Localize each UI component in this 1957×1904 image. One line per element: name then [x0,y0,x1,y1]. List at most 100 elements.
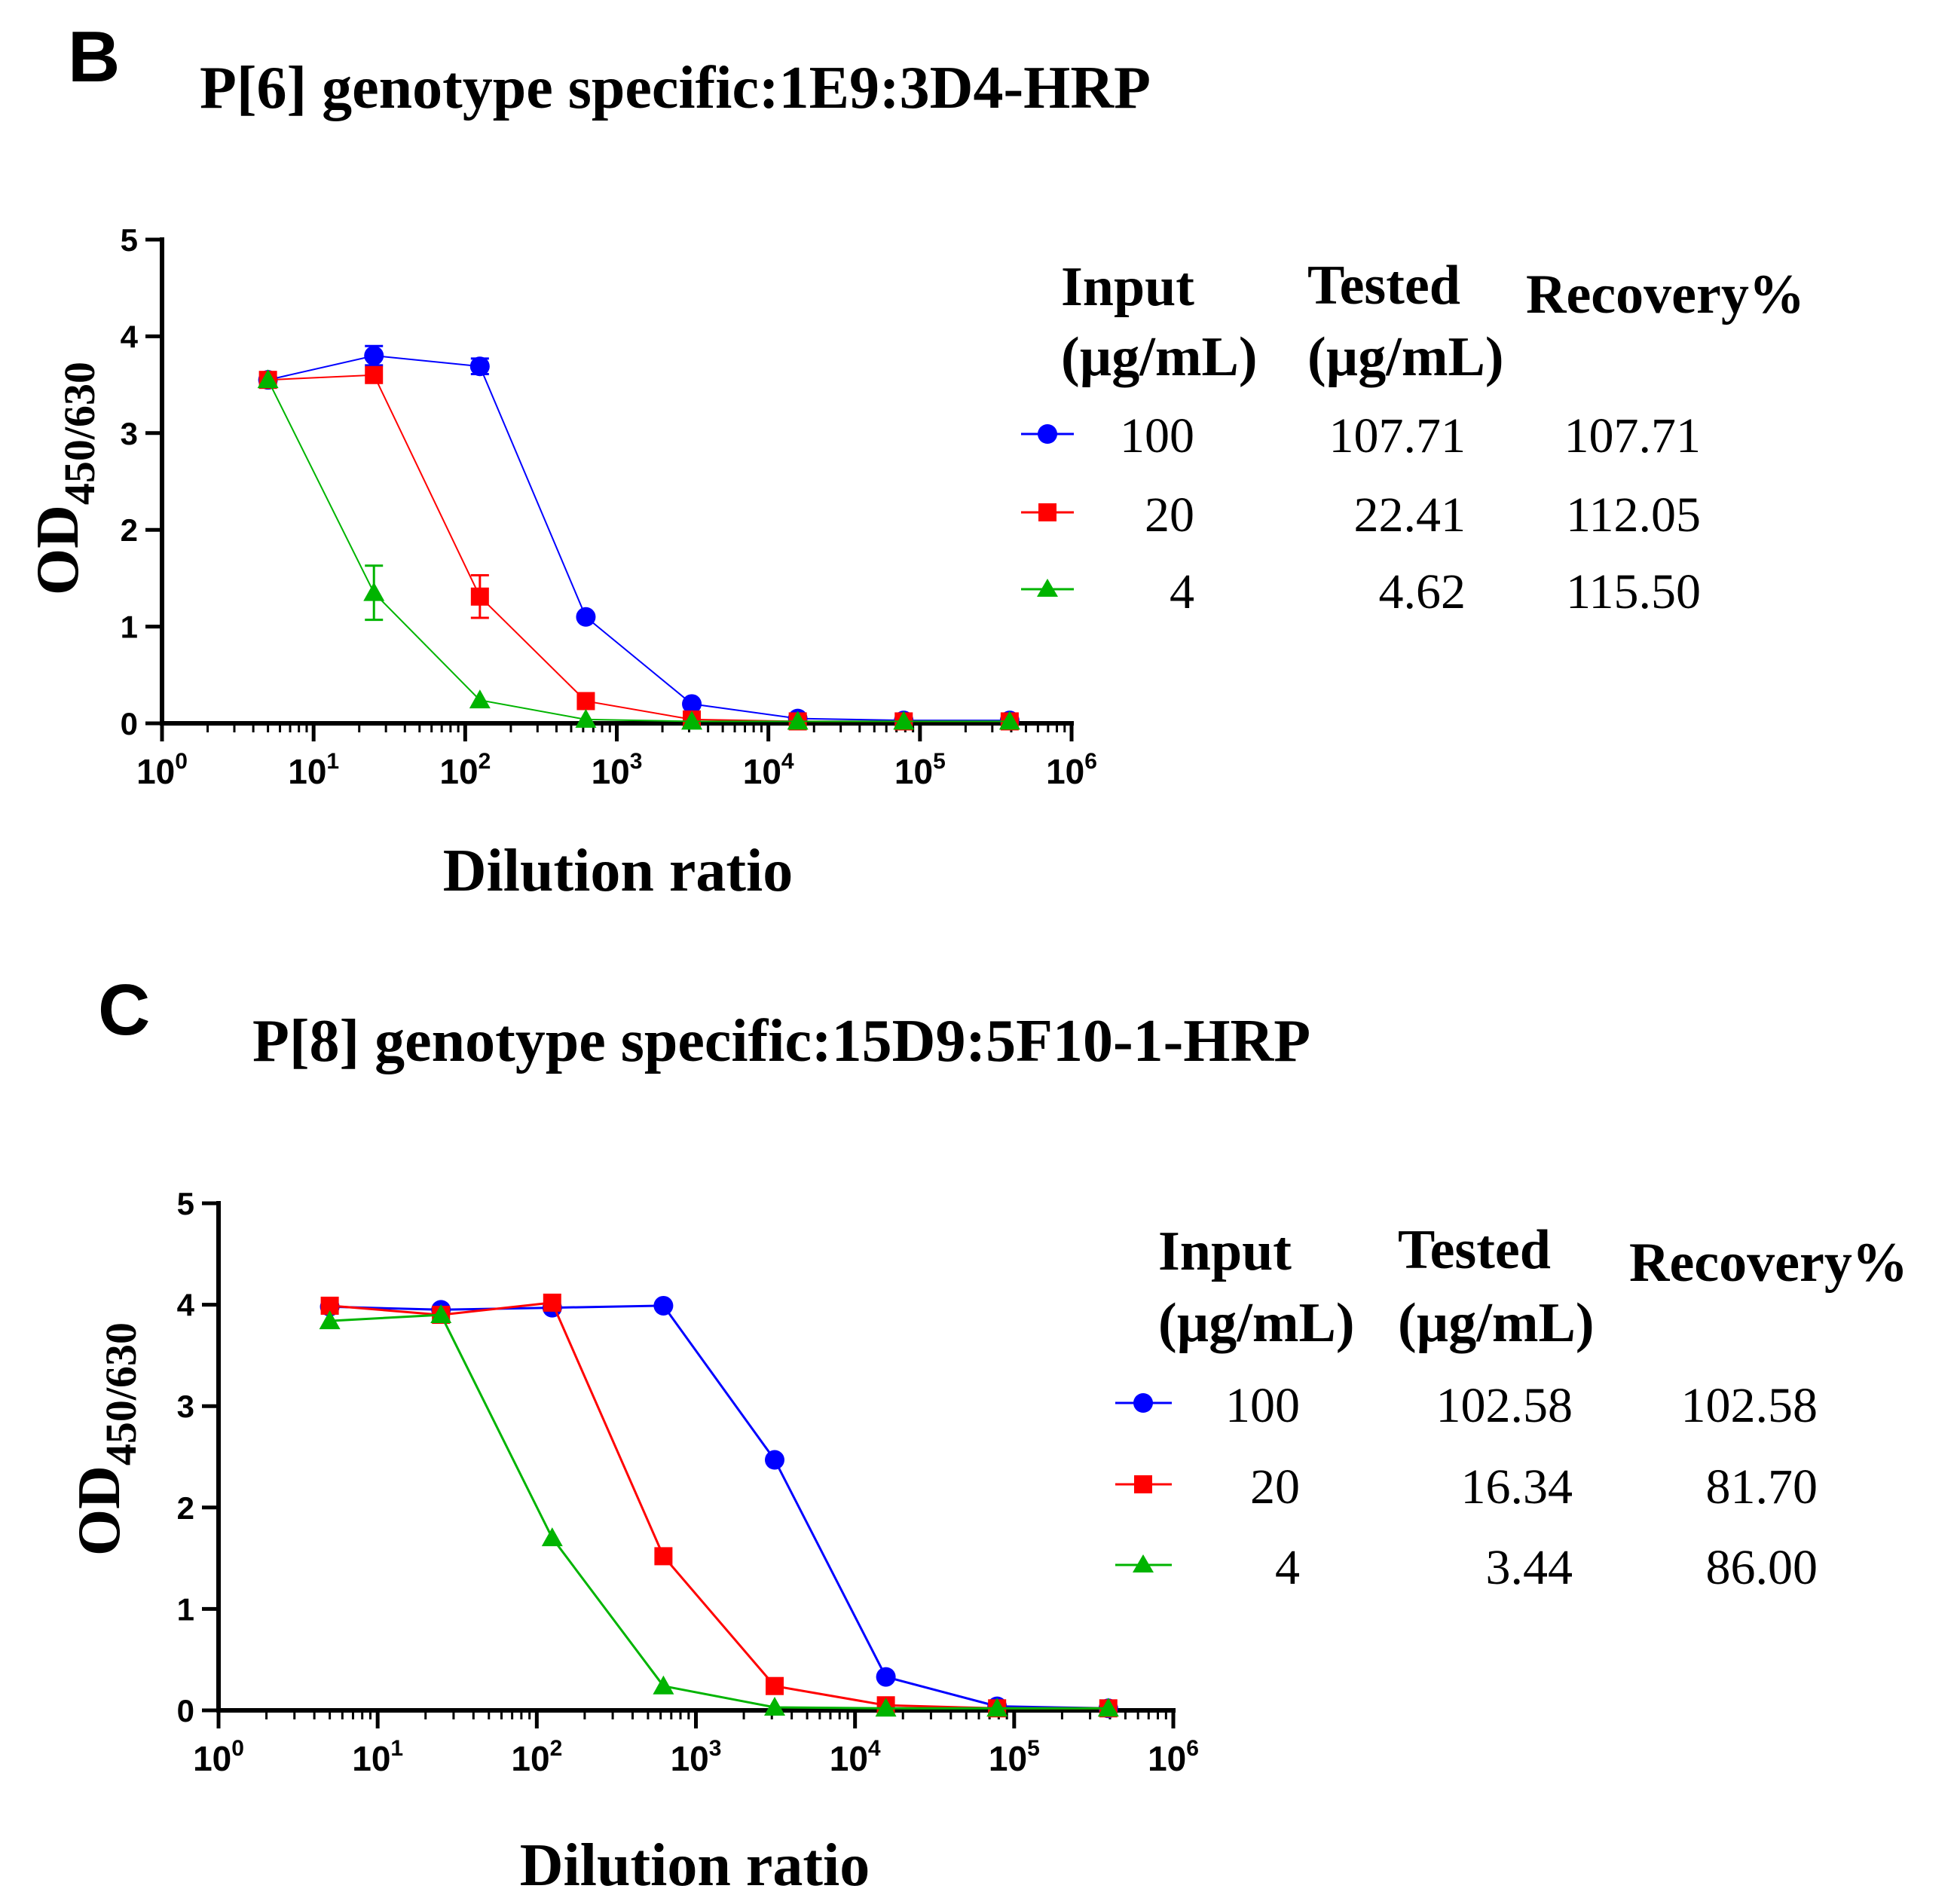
data-point-triangle [1097,1698,1119,1717]
data-point-circle [469,356,490,377]
panel-letter: C [98,970,150,1050]
header-tested-unit: (µg/mL) [1307,326,1503,388]
y-axis-label: OD450/630 [25,362,104,595]
y-tick-label: 2 [177,1490,194,1526]
legend-marker-circle [1133,1393,1153,1413]
y-tick-label: 0 [121,706,138,741]
x-tick-label: 104 [830,1736,881,1778]
legend-marker-triangle [1037,579,1058,597]
data-point-triangle [430,1304,452,1324]
chart-title: P[8] genotype specific:15D9:5F10-1-HRP [252,1008,1310,1074]
cell-recovery: 86.00 [1706,1540,1818,1595]
x-tick-label: 106 [1046,749,1097,791]
plot-area: 0 1 2 3 4 5 100 101 102 103 104 105 106 [121,222,1097,791]
cell-tested: 22.41 [1354,487,1466,542]
data-point-circle [653,1295,674,1316]
header-recovery: Recovery% [1526,264,1805,325]
header-recovery: Recovery% [1629,1232,1908,1294]
panel-b: B P[6] genotype specific:1E9:3D4-HRP OD4… [25,17,1805,904]
x-tick-label: 102 [511,1736,562,1778]
x-tick-label: 105 [894,749,946,791]
legend-row: 100 102.58 102.58 [1115,1378,1818,1433]
series-line-4 [267,379,1010,723]
cell-tested: 102.58 [1436,1378,1573,1433]
cell-tested: 4.62 [1379,564,1466,619]
cell-tested: 16.34 [1461,1459,1573,1514]
x-axis-label: Dilution ratio [443,838,793,904]
data-point-triangle [363,582,385,601]
header-input-unit: (µg/mL) [1158,1292,1354,1354]
data-point-triangle [787,711,809,730]
x-tick-label: 104 [743,749,794,791]
cell-input: 4 [1170,564,1194,619]
legend-row: 20 16.34 81.70 [1115,1459,1818,1514]
header-input: Input [1158,1221,1292,1282]
x-tick-label: 100 [193,1736,244,1778]
cell-input: 4 [1275,1540,1300,1595]
x-tick-label: 101 [288,749,339,791]
data-point-square [365,365,384,384]
legend-row: 20 22.41 112.05 [1021,487,1701,542]
cell-recovery: 102.58 [1681,1378,1818,1433]
data-point-triangle [319,1310,341,1330]
y-tick-label: 4 [177,1288,195,1323]
y-tick-label: 0 [177,1693,194,1728]
data-point-circle [876,1667,896,1687]
cell-recovery: 81.70 [1706,1459,1818,1514]
y-tick-label: 3 [121,416,138,451]
y-axis-label-sub: 450/630 [55,362,104,505]
data-point-triangle [257,369,279,389]
data-point-triangle [681,711,703,730]
legend-table: Input (µg/mL) Tested (µg/mL) Recovery% 1… [1115,1219,1908,1595]
cell-input: 20 [1145,487,1194,542]
x-axis-label: Dilution ratio [520,1832,870,1899]
x-tick-label: 105 [989,1736,1040,1778]
cell-input: 20 [1250,1459,1300,1514]
data-point-square [543,1293,561,1312]
panel-letter: B [68,17,120,97]
x-tick-label: 100 [136,749,188,791]
header-input-unit: (µg/mL) [1061,326,1257,388]
y-axis-label-main: OD [25,505,91,595]
y-axis-label-sub: 450/630 [96,1322,145,1465]
header-tested: Tested [1307,255,1460,316]
cell-recovery: 107.71 [1564,408,1702,463]
cell-input: 100 [1120,408,1194,463]
data-point-triangle [875,1698,897,1717]
y-tick-label: 3 [177,1389,194,1424]
series-line-4 [329,1313,1108,1710]
y-tick-label: 5 [121,222,138,258]
series-line-20 [329,1301,1108,1710]
data-point-triangle [986,1698,1008,1717]
cell-input: 100 [1225,1378,1300,1433]
cell-tested: 3.44 [1486,1540,1573,1595]
data-point-circle [682,694,702,714]
legend-marker-circle [1038,424,1057,444]
chart-title: P[6] genotype specific:1E9:3D4-HRP [200,55,1151,121]
legend-row: 4 3.44 86.00 [1115,1540,1818,1595]
legend-table: Input (µg/mL) Tested (µg/mL) Recovery% 1… [1021,255,1805,619]
data-point-triangle [541,1527,563,1547]
plot-area: 0 1 2 3 4 5 100 101 102 103 104 105 106 [177,1186,1199,1778]
data-point-circle [764,1450,784,1470]
cell-tested: 107.71 [1329,408,1466,463]
x-tick-label: 106 [1148,1736,1199,1778]
y-tick-label: 5 [177,1186,194,1221]
data-point-circle [576,607,596,627]
y-axis-label-main: OD [66,1465,133,1556]
series-line-100 [268,355,1010,722]
x-tick-label: 101 [352,1736,403,1778]
data-point-square [654,1547,673,1566]
legend-marker-square [1134,1475,1152,1493]
y-axis-label: OD450/630 [66,1322,145,1556]
legend-row: 100 107.71 107.71 [1021,408,1701,463]
data-point-circle [364,346,384,366]
data-point-square [470,587,489,606]
data-point-triangle [575,708,597,728]
legend-marker-square [1038,503,1056,521]
data-point-triangle [893,711,915,730]
data-point-triangle [653,1675,674,1695]
header-tested: Tested [1398,1219,1551,1281]
svg-text:OD450/630: OD450/630 [66,1322,145,1556]
